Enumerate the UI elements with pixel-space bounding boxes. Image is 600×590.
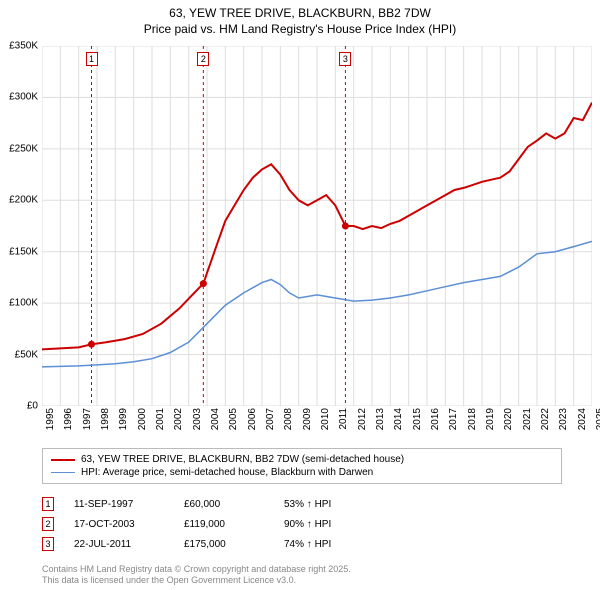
- x-tick-label: 1999: [118, 408, 129, 430]
- event-index-box: 3: [42, 537, 54, 551]
- event-price: £119,000: [184, 519, 264, 530]
- footer-line-1: Contains HM Land Registry data © Crown c…: [42, 564, 351, 575]
- x-tick-label: 1995: [45, 408, 56, 430]
- legend-label-property: 63, YEW TREE DRIVE, BLACKBURN, BB2 7DW (…: [81, 454, 404, 465]
- chart-svg: [42, 46, 592, 406]
- legend-label-hpi: HPI: Average price, semi-detached house,…: [81, 467, 373, 478]
- title-line-2: Price paid vs. HM Land Registry's House …: [0, 22, 600, 38]
- x-tick-label: 2020: [503, 408, 514, 430]
- x-tick-label: 2018: [467, 408, 478, 430]
- event-marker: 2: [197, 52, 209, 66]
- event-price: £60,000: [184, 499, 264, 510]
- x-tick-label: 2012: [357, 408, 368, 430]
- event-index-box: 1: [42, 497, 54, 511]
- x-tick-label: 2015: [412, 408, 423, 430]
- x-tick-label: 1998: [100, 408, 111, 430]
- legend-swatch-property: [51, 459, 75, 461]
- y-tick-label: £150K: [9, 246, 38, 257]
- x-tick-label: 2003: [192, 408, 203, 430]
- event-marker: 3: [339, 52, 351, 66]
- x-tick-label: 2022: [540, 408, 551, 430]
- footer-attribution: Contains HM Land Registry data © Crown c…: [42, 564, 351, 586]
- x-tick-label: 1996: [63, 408, 74, 430]
- legend: 63, YEW TREE DRIVE, BLACKBURN, BB2 7DW (…: [42, 448, 562, 484]
- x-tick-label: 2019: [485, 408, 496, 430]
- chart-title: 63, YEW TREE DRIVE, BLACKBURN, BB2 7DW P…: [0, 0, 600, 37]
- event-index-box: 2: [42, 517, 54, 531]
- x-tick-label: 2024: [577, 408, 588, 430]
- legend-item-property: 63, YEW TREE DRIVE, BLACKBURN, BB2 7DW (…: [51, 453, 553, 466]
- x-axis-labels: 1995 1996 1997 1998 1999 2000 2001 2002 2003 2004…: [42, 406, 592, 446]
- y-tick-label: £200K: [9, 195, 38, 206]
- event-marker: 1: [86, 52, 98, 66]
- x-tick-label: 2008: [283, 408, 294, 430]
- footer-line-2: This data is licensed under the Open Gov…: [42, 575, 351, 586]
- y-tick-label: £100K: [9, 298, 38, 309]
- y-tick-label: £350K: [9, 41, 38, 52]
- event-pct: 53% ↑ HPI: [284, 499, 374, 510]
- y-axis-labels: £0£50K£100K£150K£200K£250K£300K£350K: [0, 46, 42, 406]
- x-tick-label: 2023: [558, 408, 569, 430]
- x-tick-label: 2014: [393, 408, 404, 430]
- x-tick-label: 1997: [82, 408, 93, 430]
- y-tick-label: £0: [27, 401, 38, 412]
- x-tick-label: 2011: [338, 408, 349, 430]
- y-tick-label: £250K: [9, 143, 38, 154]
- x-tick-label: 2007: [265, 408, 276, 430]
- x-tick-label: 2017: [448, 408, 459, 430]
- event-row: 1 11-SEP-1997 £60,000 53% ↑ HPI: [42, 494, 374, 514]
- x-tick-label: 2005: [228, 408, 239, 430]
- x-tick-label: 2016: [430, 408, 441, 430]
- x-tick-label: 2010: [320, 408, 331, 430]
- events-table: 1 11-SEP-1997 £60,000 53% ↑ HPI 2 17-OCT-2003…: [42, 494, 374, 554]
- x-tick-label: 2001: [155, 408, 166, 430]
- event-price: £175,000: [184, 539, 264, 550]
- event-pct: 90% ↑ HPI: [284, 519, 374, 530]
- x-tick-label: 2013: [375, 408, 386, 430]
- x-tick-label: 2006: [247, 408, 258, 430]
- legend-swatch-hpi: [51, 472, 75, 474]
- event-row: 3 22-JUL-2011 £175,000 74% ↑ HPI: [42, 534, 374, 554]
- x-tick-label: 2000: [137, 408, 148, 430]
- event-date: 17-OCT-2003: [74, 519, 164, 530]
- y-tick-label: £50K: [15, 349, 38, 360]
- title-line-1: 63, YEW TREE DRIVE, BLACKBURN, BB2 7DW: [0, 6, 600, 22]
- event-row: 2 17-OCT-2003 £119,000 90% ↑ HPI: [42, 514, 374, 534]
- y-tick-label: £300K: [9, 92, 38, 103]
- x-tick-label: 2009: [302, 408, 313, 430]
- event-date: 11-SEP-1997: [74, 499, 164, 510]
- event-date: 22-JUL-2011: [74, 539, 164, 550]
- event-pct: 74% ↑ HPI: [284, 539, 374, 550]
- legend-item-hpi: HPI: Average price, semi-detached house,…: [51, 466, 553, 479]
- x-tick-label: 2002: [173, 408, 184, 430]
- x-tick-label: 2004: [210, 408, 221, 430]
- x-tick-label: 2025: [595, 408, 600, 430]
- x-tick-label: 2021: [522, 408, 533, 430]
- plot-area: 1 2 3: [42, 46, 592, 406]
- chart-container: { "title": { "line1": "63, YEW TREE DRIV…: [0, 0, 600, 590]
